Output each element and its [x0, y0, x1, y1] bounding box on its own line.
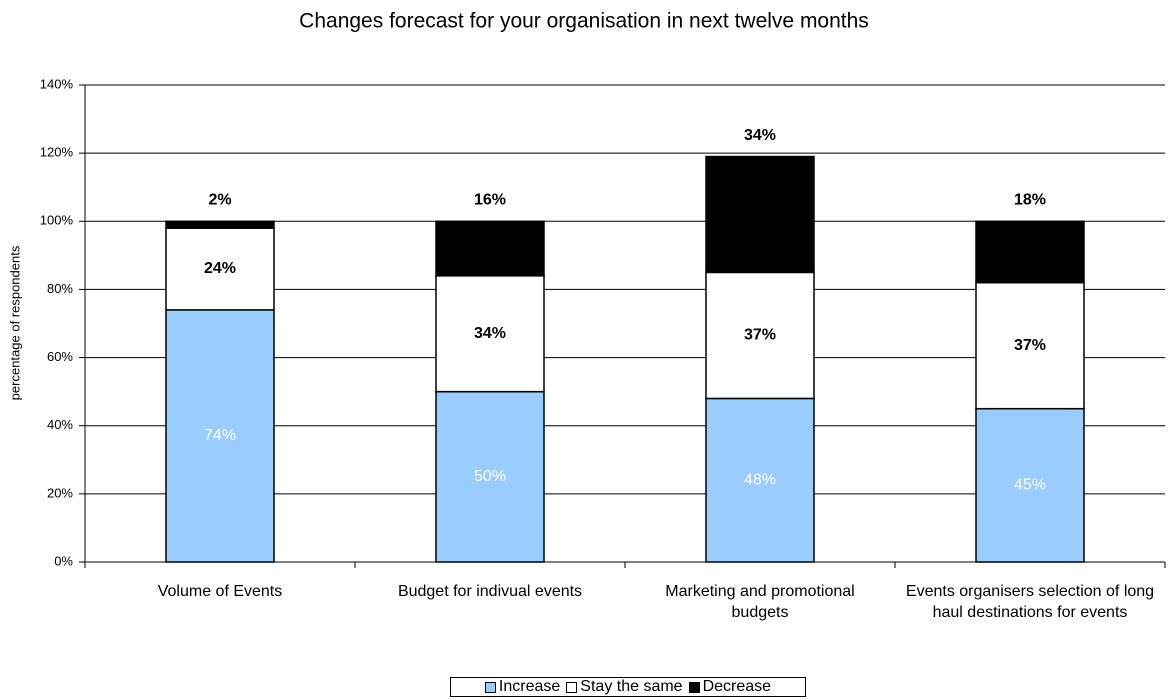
- x-tick-label: Events organisers selection of long haul…: [905, 583, 1155, 621]
- data-label: 37%: [1014, 337, 1046, 354]
- y-tick-label: 60%: [47, 349, 73, 364]
- legend-swatch: [566, 681, 578, 693]
- y-tick-label: 100%: [40, 213, 74, 228]
- bar-segment: [435, 390, 545, 563]
- x-tick-label: Marketing and promotional budgets: [665, 583, 855, 621]
- legend-item: Stay the same: [566, 678, 683, 696]
- data-label: 2%: [208, 192, 231, 209]
- legend-swatch: [688, 681, 700, 693]
- data-label: 45%: [1014, 477, 1046, 494]
- bar-segment: [165, 309, 275, 563]
- legend-item: Decrease: [688, 678, 772, 696]
- x-tick-label: Volume of Events: [157, 583, 283, 600]
- data-label: 74%: [204, 427, 236, 444]
- legend-label: Decrease: [702, 678, 772, 695]
- y-tick-label: 0%: [54, 553, 73, 568]
- legend-item: Increase: [484, 678, 561, 696]
- y-tick-label: 140%: [40, 76, 74, 91]
- data-label: 24%: [204, 260, 236, 277]
- data-label: 18%: [1014, 192, 1046, 209]
- bar-segment: [165, 227, 275, 311]
- bar-segment: [705, 397, 815, 563]
- bar-segment: [165, 220, 275, 229]
- legend: Increase Stay the same Decrease: [450, 677, 806, 697]
- data-label: 34%: [744, 127, 776, 144]
- y-tick-label: 20%: [47, 485, 73, 500]
- legend-label: Increase: [498, 678, 561, 695]
- data-label: 48%: [744, 471, 776, 488]
- legend-label: Stay the same: [580, 678, 683, 695]
- chart-title: Changes forecast for your organisation i…: [299, 10, 869, 33]
- bar-segment: [705, 271, 815, 400]
- data-label: 50%: [474, 468, 506, 485]
- bar-segment: [435, 220, 545, 277]
- bar-segment: [705, 155, 815, 274]
- bar-segment: [975, 281, 1085, 410]
- data-label: 16%: [474, 192, 506, 209]
- data-label: 34%: [474, 325, 506, 342]
- y-axis-label: percentage of respondents: [7, 245, 22, 400]
- bar-segment: [435, 275, 545, 393]
- x-tick-label: Budget for indivual events: [397, 583, 583, 600]
- y-tick-label: 120%: [40, 145, 74, 160]
- bar-segment: [975, 407, 1085, 563]
- bar-segment: [975, 220, 1085, 284]
- data-label: 37%: [744, 327, 776, 344]
- legend-swatch: [484, 681, 496, 693]
- y-tick-label: 80%: [47, 281, 73, 296]
- y-tick-label: 40%: [47, 417, 73, 432]
